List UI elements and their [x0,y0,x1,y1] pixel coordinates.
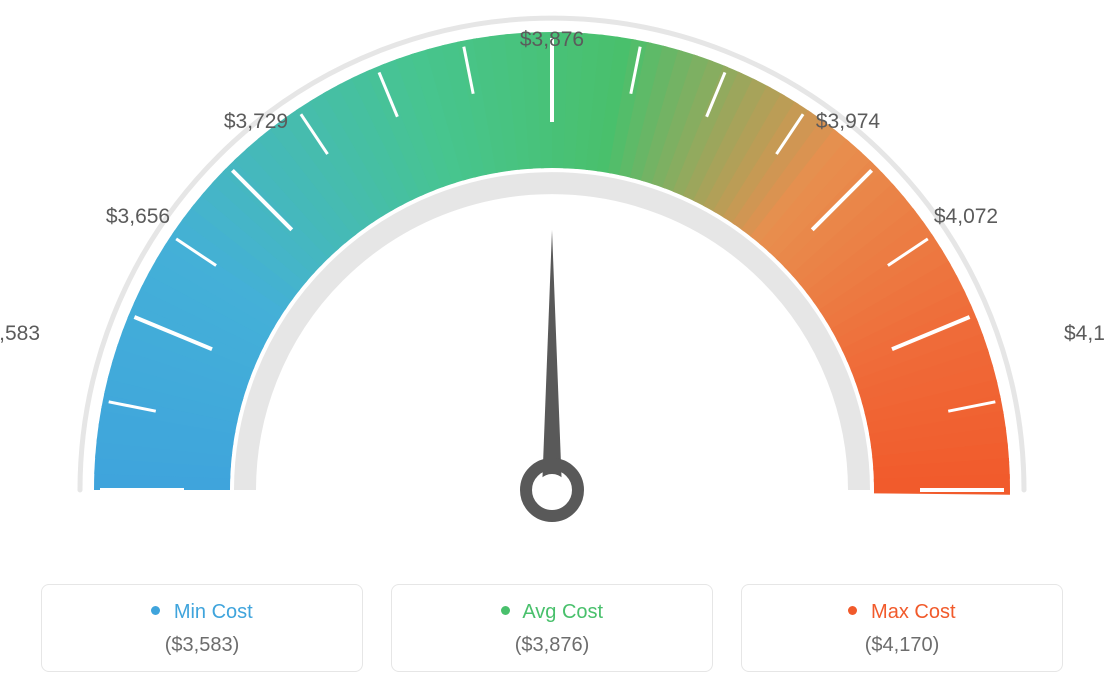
avg-cost-card: Avg Cost ($3,876) [391,584,713,672]
gauge-chart: $3,583 $3,656 $3,729 $3,876 $3,974 $4,072 $4,1… [0,0,1104,560]
summary-cards: Min Cost ($3,583) Avg Cost ($3,876) Max … [0,584,1104,672]
min-cost-card: Min Cost ($3,583) [41,584,363,672]
max-dot-icon [848,606,857,615]
gauge-scale-label: $3,583 [0,322,40,346]
gauge-scale-label: $3,729 [224,110,288,134]
min-cost-value: ($3,583) [42,634,362,657]
gauge-scale-label: $3,974 [816,110,880,134]
max-cost-value: ($4,170) [742,634,1062,657]
min-cost-label: Min Cost [174,601,253,623]
avg-cost-label: Avg Cost [522,601,603,623]
avg-dot-icon [501,606,510,615]
avg-cost-value: ($3,876) [392,634,712,657]
max-cost-card: Max Cost ($4,170) [741,584,1063,672]
gauge-scale-label: $4,072 [934,205,998,229]
max-cost-label: Max Cost [871,601,955,623]
gauge-scale-label: $4,170 [1064,322,1104,346]
gauge-scale-label: $3,876 [520,28,584,52]
gauge-scale-label: $3,656 [106,205,170,229]
min-dot-icon [151,606,160,615]
